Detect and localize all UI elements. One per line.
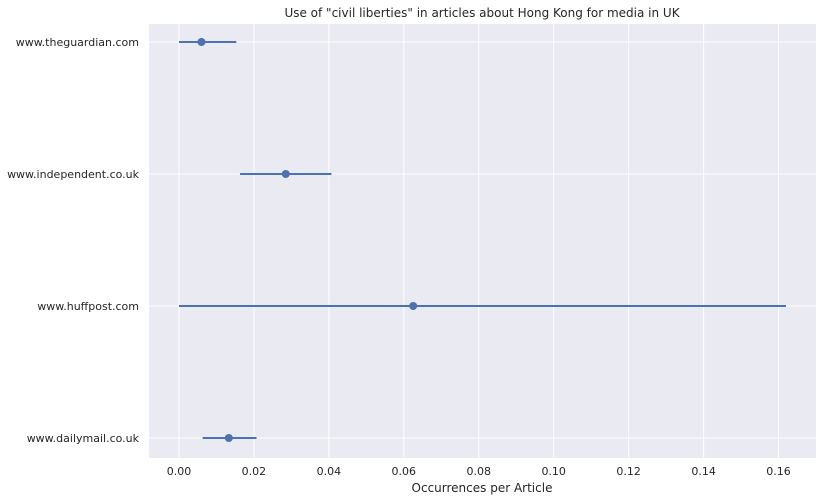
x-tick-label: 0.14	[691, 465, 716, 478]
y-tick-label: www.theguardian.com	[16, 36, 139, 49]
x-tick-label: 0.02	[242, 465, 267, 478]
data-point	[409, 302, 418, 310]
y-tick-label: www.huffpost.com	[37, 300, 139, 313]
x-tick-label: 0.08	[467, 465, 492, 478]
y-axis-ticks: www.theguardian.com www.independent.co.uk…	[7, 36, 140, 445]
x-axis-label: Occurrences per Article	[412, 481, 553, 495]
y-tick-label: www.dailymail.co.uk	[27, 432, 140, 445]
x-tick-label: 0.04	[317, 465, 342, 478]
data-point	[197, 38, 206, 46]
chart-title: Use of "civil liberties" in articles abo…	[284, 6, 680, 20]
x-axis-ticks: 0.00 0.02 0.04 0.06 0.08 0.10 0.12 0.14 0.16	[167, 465, 791, 478]
x-tick-label: 0.00	[167, 465, 192, 478]
x-tick-label: 0.16	[766, 465, 791, 478]
data-point	[281, 170, 290, 178]
x-tick-label: 0.10	[541, 465, 566, 478]
y-tick-label: www.independent.co.uk	[7, 168, 140, 181]
x-tick-label: 0.12	[616, 465, 641, 478]
data-point	[224, 434, 233, 442]
x-tick-label: 0.06	[392, 465, 417, 478]
plot-area	[149, 24, 816, 458]
data-series	[178, 38, 787, 442]
